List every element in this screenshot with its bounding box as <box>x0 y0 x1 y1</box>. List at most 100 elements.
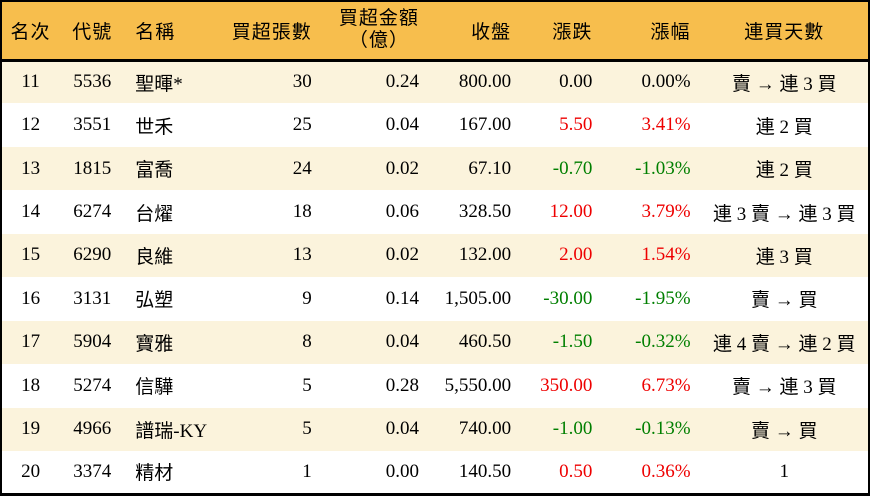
cell-amount: 0.14 <box>385 287 419 309</box>
cell-volume: 24 <box>292 157 312 179</box>
cell-change: 0.50 <box>559 460 593 482</box>
cell-change_pct: 6.73% <box>641 374 691 396</box>
cell-streak: 賣 → 連 3 買 <box>732 377 837 399</box>
cell-rank: 14 <box>21 201 41 223</box>
header-cell-amount: 買超金額 （億） <box>319 1 438 62</box>
cell-name: 寶雅 <box>135 333 174 355</box>
cell-close: 328.50 <box>458 201 512 223</box>
cell-name: 富喬 <box>135 160 174 182</box>
table-header-row: 名次 代號 名稱 買超張數 買超金額 （億） 收盤 漲跌 漲幅 連買天數 <box>1 1 869 62</box>
cell-change_pct: -0.13% <box>635 418 691 440</box>
table-row: 11 5536 聖暉* 30 0.24 800.00 0.00 0.00% 賣 → 連 3 買 <box>1 60 869 104</box>
table-row: 19 4966 譜瑞-KY 5 0.04 740.00 -1.00 -0.13% 賣 → 買 <box>1 407 869 451</box>
table-row: 15 6290 良維 13 0.02 132.00 2.00 1.54% 連 3 買 <box>1 233 869 278</box>
cell-close: 460.50 <box>458 331 512 353</box>
cell-change: -30.00 <box>543 287 593 309</box>
cell-amount: 0.04 <box>385 418 419 440</box>
header-cell-volume: 買超張數 <box>231 1 320 62</box>
cell-amount: 0.06 <box>385 201 419 223</box>
cell-volume: 9 <box>302 287 312 309</box>
cell-streak: 連 3 賣 → 連 3 買 <box>713 203 856 225</box>
cell-change: -1.50 <box>552 331 593 353</box>
cell-rank: 15 <box>21 244 41 266</box>
cell-amount: 0.24 <box>385 71 419 93</box>
header-cell-rank: 名次 <box>1 1 60 62</box>
cell-code: 3131 <box>73 287 112 309</box>
cell-streak: 連 4 賣 → 連 2 買 <box>713 333 856 355</box>
cell-amount: 0.28 <box>385 374 419 396</box>
cell-change: 0.00 <box>559 71 593 93</box>
header-cell-code: 代號 <box>59 1 126 62</box>
cell-change_pct: -1.95% <box>635 287 691 309</box>
header-cell-name: 名稱 <box>125 1 232 62</box>
cell-change_pct: 0.00% <box>641 71 691 93</box>
cell-streak: 賣 → 連 3 買 <box>732 73 837 95</box>
cell-volume: 30 <box>292 71 312 93</box>
cell-rank: 13 <box>21 157 41 179</box>
table-row: 14 6274 台燿 18 0.06 328.50 12.00 3.79% 連 3 賣 → 連 … <box>1 190 869 234</box>
cell-volume: 5 <box>302 418 312 440</box>
cell-name: 良維 <box>135 246 174 268</box>
cell-streak: 賣 → 買 <box>751 290 818 312</box>
cell-name: 信驊 <box>135 377 174 399</box>
cell-change_pct: 1.54% <box>641 244 691 266</box>
cell-amount: 0.04 <box>385 331 419 353</box>
table-row: 17 5904 寶雅 8 0.04 460.50 -1.50 -0.32% 連 4 賣 → 連 … <box>1 320 869 365</box>
header-cell-change: 漲跌 <box>526 1 613 62</box>
cell-change_pct: -0.32% <box>635 331 691 353</box>
cell-volume: 18 <box>292 201 312 223</box>
cell-code: 3374 <box>73 460 112 482</box>
cell-name: 世禾 <box>135 116 174 138</box>
cell-volume: 25 <box>292 114 312 136</box>
header-cell-streak: 連買天數 <box>700 1 869 62</box>
cell-volume: 5 <box>302 374 312 396</box>
cell-change: 2.00 <box>559 244 593 266</box>
cell-rank: 19 <box>21 418 41 440</box>
cell-close: 140.50 <box>458 460 512 482</box>
cell-amount: 0.02 <box>385 244 419 266</box>
cell-code: 1815 <box>73 157 112 179</box>
cell-change: -0.70 <box>552 157 593 179</box>
cell-code: 5274 <box>73 374 112 396</box>
cell-volume: 1 <box>302 460 312 482</box>
cell-code: 6290 <box>73 244 112 266</box>
cell-close: 5,550.00 <box>444 374 512 396</box>
table-row: 20 3374 精材 1 0.00 140.50 0.50 0.36% 1 <box>1 450 869 495</box>
cell-volume: 13 <box>292 244 312 266</box>
cell-rank: 20 <box>21 460 41 482</box>
table-header: 名次 代號 名稱 買超張數 買超金額 （億） 收盤 漲跌 漲幅 連買天數 <box>1 1 869 62</box>
cell-change: 12.00 <box>549 201 593 223</box>
cell-change: -1.00 <box>552 418 593 440</box>
cell-name: 譜瑞-KY <box>135 420 208 442</box>
cell-name: 精材 <box>135 463 174 485</box>
cell-code: 5904 <box>73 331 112 353</box>
cell-rank: 18 <box>21 374 41 396</box>
table-row: 16 3131 弘塑 9 0.14 1,505.00 -30.00 -1.95% 賣 → 買 <box>1 277 869 321</box>
table-row: 12 3551 世禾 25 0.04 167.00 5.50 3.41% 連 2 買 <box>1 103 869 147</box>
cell-rank: 12 <box>21 114 41 136</box>
cell-amount: 0.00 <box>385 460 419 482</box>
cell-change_pct: 0.36% <box>641 460 691 482</box>
cell-name: 聖暉* <box>135 73 183 95</box>
cell-rank: 17 <box>21 331 41 353</box>
cell-code: 5536 <box>73 71 112 93</box>
cell-code: 4966 <box>73 418 112 440</box>
cell-streak: 1 <box>779 460 790 482</box>
cell-code: 3551 <box>73 114 112 136</box>
cell-name: 台燿 <box>135 203 174 225</box>
cell-close: 67.10 <box>468 157 512 179</box>
cell-rank: 11 <box>21 71 40 93</box>
cell-close: 800.00 <box>458 71 512 93</box>
cell-name: 弘塑 <box>135 290 174 312</box>
table-row: 13 1815 富喬 24 0.02 67.10 -0.70 -1.03% 連 2 買 <box>1 146 869 191</box>
cell-amount: 0.02 <box>385 157 419 179</box>
cell-change_pct: 3.41% <box>641 114 691 136</box>
cell-close: 167.00 <box>458 114 512 136</box>
cell-change_pct: 3.79% <box>641 201 691 223</box>
table-row: 18 5274 信驊 5 0.28 5,550.00 350.00 6.73% 賣 → 連 3 … <box>1 364 869 408</box>
cell-streak: 賣 → 買 <box>751 420 818 442</box>
header-cell-close: 收盤 <box>437 1 527 62</box>
